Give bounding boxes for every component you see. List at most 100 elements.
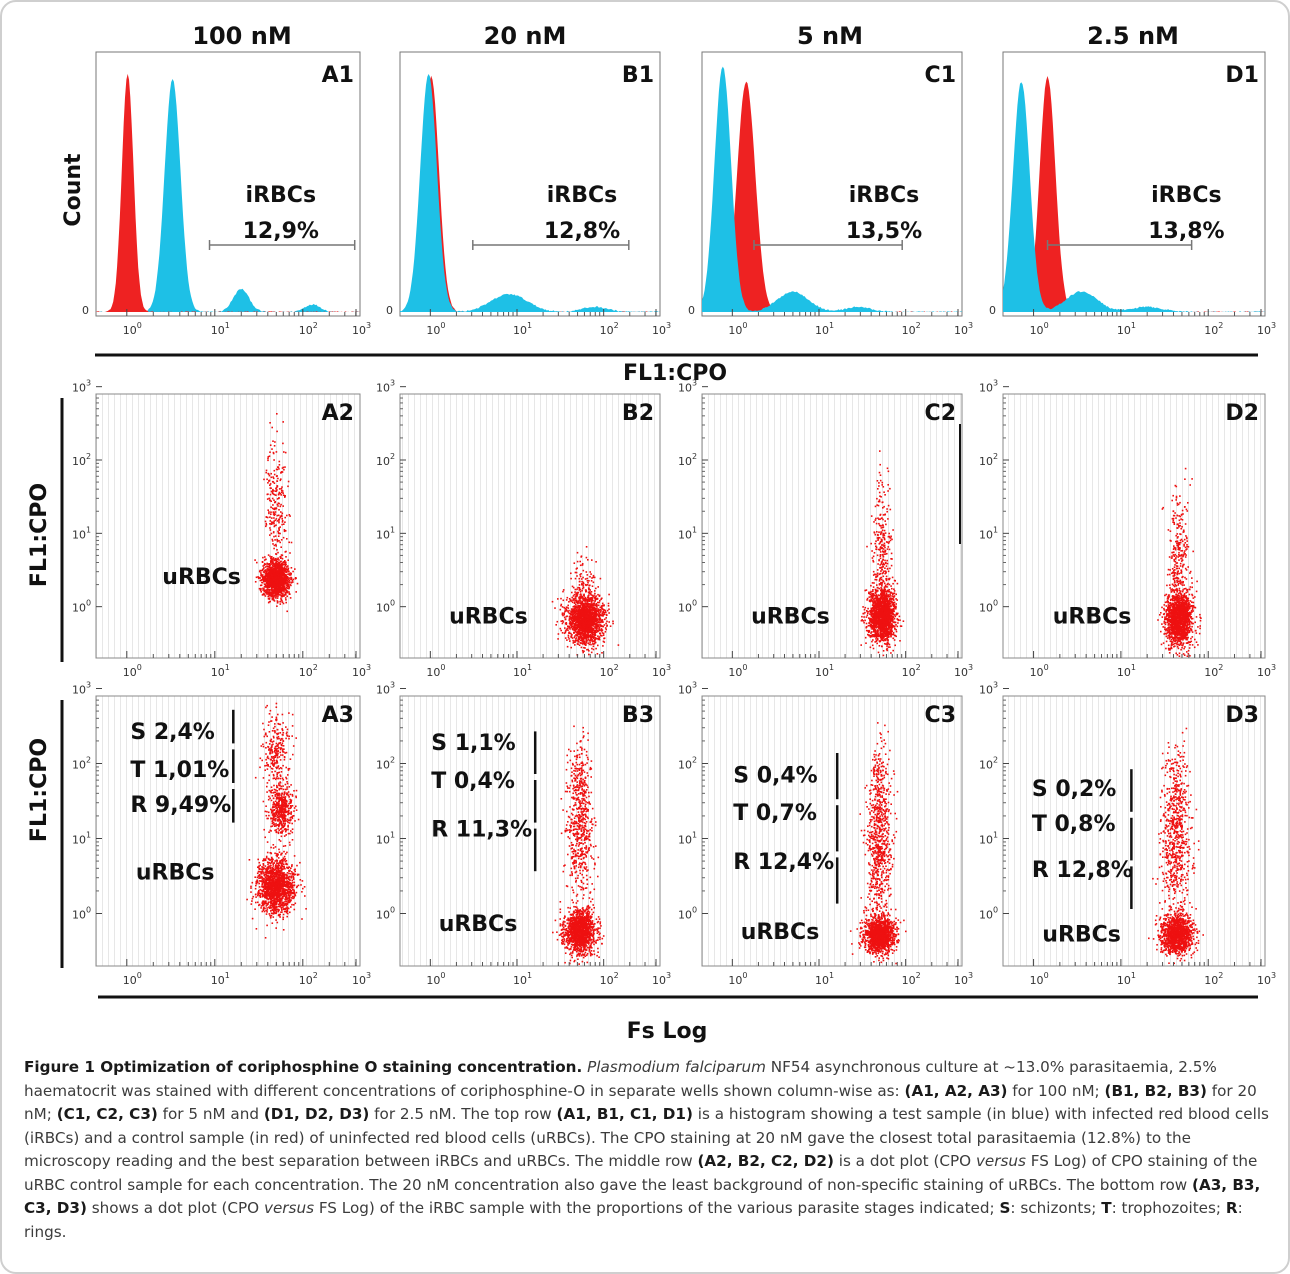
control-sample-histogram <box>96 73 360 313</box>
hist-A1-x-tick-2: 102 <box>299 321 318 337</box>
zero-tick: 0 <box>989 304 996 317</box>
D3-y-tick-2: 102 <box>979 756 998 772</box>
urbc-label: uRBCs <box>751 605 830 630</box>
gate-value: 13,8% <box>1148 219 1224 244</box>
gate-label: iRBCs <box>547 183 618 208</box>
count-axis-label: Count <box>61 153 86 227</box>
panel-label: C1 <box>925 63 956 88</box>
gate-value: 13,5% <box>846 219 922 244</box>
caption-ref: (A2, B2, C2, D2) <box>697 1152 834 1170</box>
zero-tick: 0 <box>386 304 393 317</box>
C3-y-tick-1: 101 <box>678 831 697 847</box>
schizont-percent: S 2,4% <box>130 720 215 745</box>
caption-text: for 100 nM; <box>1007 1081 1105 1100</box>
B3-x-tick-1: 101 <box>513 971 532 987</box>
C3-x-tick-2: 102 <box>902 971 921 987</box>
figure-1: 100 nM 20 nM 5 nM 2.5 nM Count FL1:CPO F… <box>27 22 1276 1044</box>
ring-percent: R 11,3% <box>431 817 532 842</box>
hist-D1-x-tick-0: 100 <box>1030 321 1049 337</box>
panel-label: D2 <box>1225 401 1259 426</box>
B3-y-tick-0: 100 <box>376 906 395 922</box>
concentration-header-b: 20 nM <box>484 22 567 50</box>
gate-value: 12,8% <box>544 219 620 244</box>
D3-x-tick-3: 103 <box>1257 971 1276 987</box>
urbc-label: uRBCs <box>1042 923 1121 948</box>
event-dots <box>860 450 905 657</box>
ring-percent: R 9,49% <box>130 793 231 818</box>
fl1-cpo-x-axis-label: FL1:CPO <box>623 361 727 386</box>
A3-x-tick-0: 100 <box>123 971 142 987</box>
fs-log-x-axis-label: Fs Log <box>627 1019 708 1044</box>
test-sample-histogram <box>400 74 660 312</box>
dotplot-panel-B3: 100 101 102 103 100 101 102 103 B3 S 1,1% T 0,4% R … <box>376 681 671 988</box>
gate-label: iRBCs <box>1151 183 1222 208</box>
D3-y-tick-0: 100 <box>979 906 998 922</box>
hist-A1-x-tick-0: 100 <box>123 321 142 337</box>
D2-x-tick-2: 102 <box>1204 663 1223 679</box>
trophozoite-percent: T 0,8% <box>1032 812 1116 837</box>
control-sample-histogram <box>1003 76 1265 312</box>
event-dots <box>254 413 299 613</box>
C3-x-tick-3: 103 <box>954 971 973 987</box>
gate-label: iRBCs <box>849 183 920 208</box>
caption-key: S <box>999 1199 1011 1217</box>
dotplot-panel-C3: 100 101 102 103 100 101 102 103 C3 S 0,4% T 0,7% R … <box>678 681 973 988</box>
fl1-cpo-axis-label-row2: FL1:CPO <box>27 483 52 587</box>
caption-key: T <box>1101 1199 1112 1217</box>
zero-tick: 0 <box>688 304 695 317</box>
panel-label: D1 <box>1225 63 1259 88</box>
fl1-cpo-axis-label-row3: FL1:CPO <box>27 738 52 842</box>
C3-y-tick-2: 102 <box>678 756 697 772</box>
dotplot-panel-A3: 100 101 102 103 100 101 102 103 A3 S 2,4% T 1,01% R… <box>72 681 371 988</box>
A2-y-tick-2: 102 <box>72 452 91 468</box>
B2-x-tick-3: 103 <box>652 663 671 679</box>
hist-A1-x-tick-3: 103 <box>352 321 371 337</box>
panel-label: B1 <box>622 63 654 88</box>
trophozoite-percent: T 1,01% <box>130 758 229 783</box>
B3-x-tick-3: 103 <box>652 971 671 987</box>
figure-caption: Figure 1 Optimization of coriphosphine O… <box>24 1056 1274 1244</box>
B2-y-tick-2: 102 <box>376 452 395 468</box>
hist-C1-x-tick-2: 102 <box>902 321 921 337</box>
zero-tick: 0 <box>82 304 89 317</box>
caption-ref: (A1, B1, C1, D1) <box>556 1105 693 1123</box>
panel-label: A3 <box>322 703 354 728</box>
A2-y-tick-1: 101 <box>72 525 91 541</box>
histogram-panel-A1: iRBCs 12,9% A1 0 100 101 102 103 <box>82 51 371 337</box>
B2-y-tick-1: 101 <box>376 525 395 541</box>
C2-y-tick-3: 103 <box>678 379 697 395</box>
ring-percent: R 12,4% <box>733 850 834 875</box>
D2-y-tick-1: 101 <box>979 525 998 541</box>
A2-x-tick-0: 100 <box>123 663 142 679</box>
hist-A1-x-tick-1: 101 <box>211 321 230 337</box>
D2-x-tick-3: 103 <box>1257 663 1276 679</box>
urbc-label: uRBCs <box>439 912 518 937</box>
B2-x-tick-0: 100 <box>426 663 445 679</box>
event-dots <box>1148 727 1204 965</box>
caption-ref: (C1, C2, C3) <box>56 1105 158 1123</box>
D2-x-tick-0: 100 <box>1030 663 1049 679</box>
B3-x-tick-2: 102 <box>600 971 619 987</box>
C2-x-tick-3: 103 <box>954 663 973 679</box>
dotplot-panel-D2: 100 101 102 103 100 101 102 103 D2 uRBCs <box>979 379 1276 679</box>
C2-x-tick-1: 101 <box>815 663 834 679</box>
event-dots <box>1157 467 1202 657</box>
urbc-label: uRBCs <box>1053 605 1132 630</box>
concentration-header-a: 100 nM <box>192 22 291 50</box>
hist-B1-x-tick-3: 103 <box>652 321 671 337</box>
hist-D1-x-tick-2: 102 <box>1204 321 1223 337</box>
C2-y-tick-0: 100 <box>678 599 697 615</box>
A3-y-tick-1: 101 <box>72 831 91 847</box>
test-sample-histogram <box>1003 82 1265 312</box>
A2-y-tick-0: 100 <box>72 599 91 615</box>
caption-text: is a dot plot (CPO <box>833 1152 976 1170</box>
ring-percent: R 12,8% <box>1032 858 1133 883</box>
caption-italic: versus <box>975 1152 1026 1170</box>
test-sample-histogram <box>702 66 962 312</box>
panel-label: D3 <box>1225 703 1259 728</box>
A3-x-tick-2: 102 <box>299 971 318 987</box>
B2-y-tick-3: 103 <box>376 379 395 395</box>
D2-y-tick-0: 100 <box>979 599 998 615</box>
gate-value: 12,9% <box>243 219 319 244</box>
B2-y-tick-0: 100 <box>376 599 395 615</box>
